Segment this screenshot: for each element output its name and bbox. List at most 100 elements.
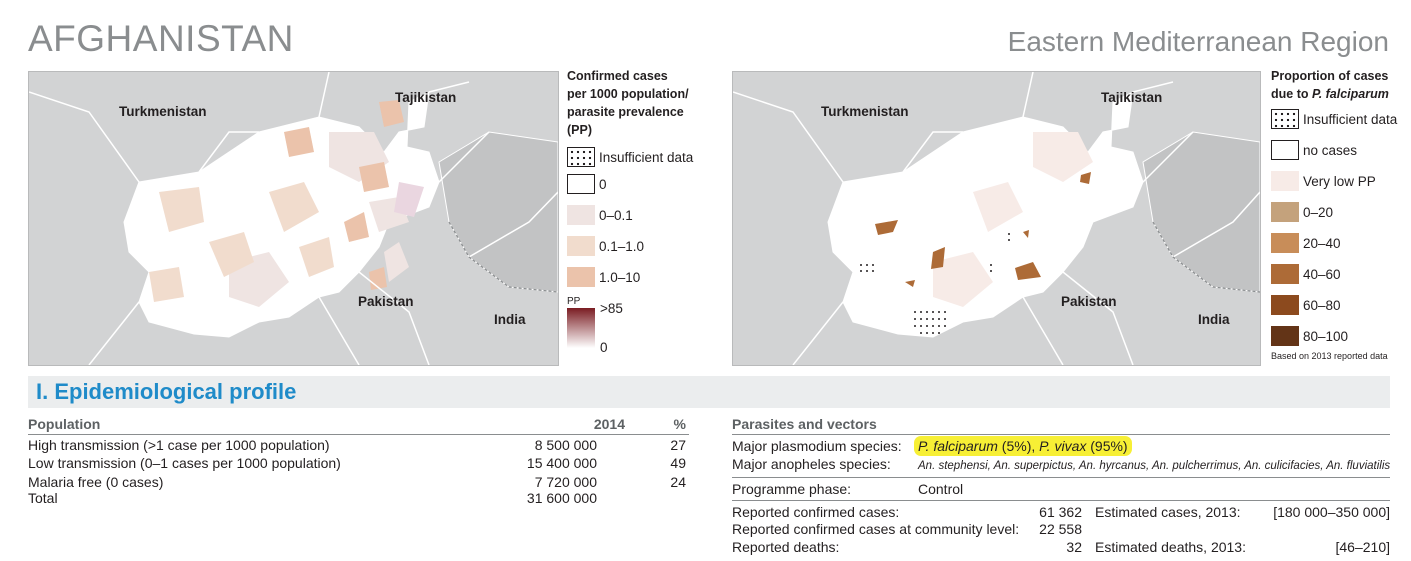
legend-title-species: P. falciparum [1311, 87, 1389, 101]
pp-gradient-values: >85 0 [600, 301, 623, 355]
pv-percent: (95%) [1086, 438, 1128, 454]
legend-item-label: 0–20 [1303, 204, 1334, 220]
table-rule [732, 477, 1390, 478]
population-table: Population 2014 % High transmission (>1 … [28, 415, 689, 509]
confirmed-label: Reported confirmed cases: [732, 504, 900, 520]
legend-title-line: parasite prevalence [567, 105, 684, 119]
pf-species: P. falciparum [918, 438, 998, 454]
legend-title-line: due to P. falciparum [1271, 85, 1406, 103]
percent-header: % [673, 416, 686, 432]
white-swatch [567, 174, 595, 194]
color-swatch [1271, 171, 1299, 191]
row-label: Low transmission (0–1 cases per 1000 pop… [28, 455, 341, 471]
falciparum-proportion-map-graphic [733, 72, 1260, 365]
row-label: High transmission (>1 case per 1000 popu… [28, 437, 330, 453]
color-swatch [567, 236, 595, 256]
legend-item: 1.0–10 [567, 267, 707, 287]
row-percent: 27 [670, 437, 686, 453]
table-row-total: Total 31 600 000 [28, 490, 689, 509]
legend-item-label: Insufficient data [599, 149, 694, 165]
phase-value: Control [918, 481, 964, 497]
phase-row: Programme phase: Control [732, 478, 1390, 497]
community-value: 22 558 [1039, 521, 1082, 537]
table-row: Low transmission (0–1 cases per 1000 pop… [28, 454, 689, 473]
legend-item-label: 0–0.1 [599, 207, 633, 223]
anopheles-label: Major anopheles species: [732, 456, 891, 472]
falciparum-legend: Proportion of cases due to P. falciparum… [1271, 67, 1406, 361]
legend-item: 40–60 [1271, 264, 1406, 284]
legend-item: 60–80 [1271, 295, 1406, 315]
legend-item: 0.1–1.0 [567, 236, 707, 256]
parasites-header-row: Parasites and vectors [732, 415, 1390, 434]
confirmed-row: Reported confirmed cases: 61 362 Estimat… [732, 501, 1390, 520]
dotted-swatch [1271, 109, 1299, 129]
species-highlight: P. falciparum (5%), P. vivax (95%) [914, 436, 1132, 456]
legend-title: Confirmed cases per 1000 population/ par… [567, 67, 707, 139]
row-percent: 24 [670, 474, 686, 490]
deaths-row: Reported deaths: 32 Estimated deaths, 20… [732, 537, 1390, 555]
legend-item: Insufficient data [567, 147, 707, 167]
legend-item: 80–100 [1271, 326, 1406, 346]
region-title: Eastern Mediterranean Region [1007, 26, 1389, 57]
legend-item-label: 40–60 [1303, 266, 1341, 282]
estimated-deaths-value: [46–210] [1335, 539, 1391, 555]
estimated-deaths-label: Estimated deaths, 2013: [1095, 539, 1246, 555]
population-table-header: Population 2014 % [28, 415, 689, 434]
map-label-tajikistan: Tajikistan [395, 90, 457, 105]
legend-title-line: Proportion of cases [1271, 69, 1389, 83]
legend-title-prefix: due to [1271, 87, 1312, 101]
legend-title-line: per 1000 population/ [567, 87, 689, 101]
map-label-turkmenistan: Turkmenistan [821, 104, 909, 119]
legend-item-label: 0.1–1.0 [599, 238, 645, 254]
phase-label: Programme phase: [732, 481, 852, 497]
white-swatch [1271, 140, 1299, 160]
legend-item: 20–40 [1271, 233, 1406, 253]
row-value: 15 400 000 [526, 455, 597, 471]
legend-title: Proportion of cases due to P. falciparum [1271, 67, 1406, 103]
species-row: Major plasmodium species: P. falciparum … [732, 435, 1390, 456]
legend-item-label: 80–100 [1303, 328, 1349, 344]
species-label: Major plasmodium species: [732, 438, 902, 454]
deaths-label: Reported deaths: [732, 539, 840, 555]
estimated-cases-label: Estimated cases, 2013: [1095, 504, 1241, 520]
map-label-tajikistan: Tajikistan [1101, 90, 1163, 105]
color-swatch [1271, 264, 1299, 284]
legend-item-label: no cases [1303, 142, 1358, 158]
legend-item-label: 60–80 [1303, 297, 1341, 313]
legend-title-line: (PP) [567, 123, 592, 137]
dotted-swatch [567, 147, 595, 167]
row-value: 8 500 000 [534, 437, 597, 453]
anopheles-value: An. stephensi, An. superpictus, An. hyrc… [918, 460, 1391, 472]
color-swatch [567, 267, 595, 287]
anopheles-row: Major anopheles species: An. stephensi, … [732, 454, 1390, 473]
confirmed-value: 61 362 [1039, 504, 1082, 520]
legend-item: Insufficient data [1271, 109, 1406, 129]
legend-item-label: 0 [599, 176, 607, 192]
pp-gradient-scale: >85 0 [567, 301, 707, 355]
legend-item: 0 [567, 174, 707, 194]
legend-item-label: 20–40 [1303, 235, 1341, 251]
community-label: Reported confirmed cases at community le… [732, 521, 1020, 537]
map-label-pakistan: Pakistan [1061, 294, 1117, 309]
table-row: Malaria free (0 cases) 7 720 000 24 [28, 473, 689, 491]
map-label-pakistan: Pakistan [358, 294, 414, 309]
section-title: I. Epidemiological profile [36, 379, 297, 404]
map-label-india: India [494, 312, 526, 327]
row-label: Total [28, 490, 58, 506]
parasites-header: Parasites and vectors [732, 416, 877, 432]
confirmed-cases-legend: Confirmed cases per 1000 population/ par… [567, 67, 707, 355]
community-row: Reported confirmed cases at community le… [732, 519, 1390, 537]
map-label-turkmenistan: Turkmenistan [119, 104, 207, 119]
row-value: 7 720 000 [534, 474, 597, 490]
estimated-cases-value: [180 000–350 000] [1273, 504, 1390, 520]
year-header: 2014 [593, 416, 625, 432]
confirmed-cases-map: Turkmenistan Tajikistan Pakistan India [28, 71, 559, 366]
row-percent: 49 [670, 455, 686, 471]
population-header: Population [28, 416, 101, 432]
legend-item: Very low PP [1271, 171, 1406, 191]
legend-item-label: Very low PP [1303, 173, 1376, 189]
table-rule [732, 500, 1390, 501]
parasites-vectors-table: Parasites and vectors Major plasmodium s… [732, 415, 1390, 555]
confirmed-cases-map-graphic [29, 72, 558, 365]
pp-gradient-bar [567, 308, 595, 348]
